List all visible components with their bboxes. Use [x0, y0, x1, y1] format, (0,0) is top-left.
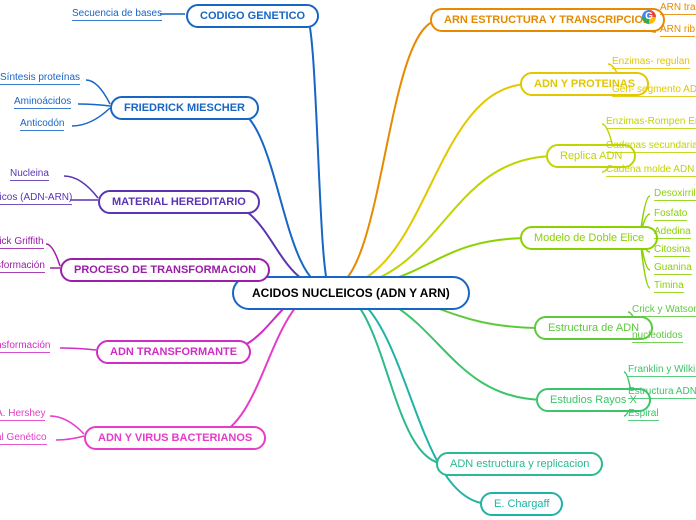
leaf: Fosfato — [654, 208, 687, 219]
leaf: Secuencia de bases — [72, 8, 162, 19]
leaf: Enzimas-Rompen Enlaces — [606, 116, 696, 127]
leaf: Nucleina — [10, 168, 49, 179]
leaf: Enzimas- regulan — [612, 56, 690, 67]
branch-codigo[interactable]: CODIGO GENETICO — [186, 4, 319, 28]
leaf: nucleotidos — [632, 330, 683, 341]
leaf: Cadena molde ADN polimerasa — [606, 164, 696, 175]
branch-arnest[interactable]: ARN ESTRUCTURA Y TRANSCRIPCION — [430, 8, 665, 32]
leaf: Citosina — [654, 244, 690, 255]
branch-miescher[interactable]: FRIEDRICK MIESCHER — [110, 96, 259, 120]
leaf: Anticodón — [20, 118, 64, 129]
leaf: Aminoácidos — [14, 96, 71, 107]
google-icon: G — [642, 10, 656, 24]
leaf: rick Griffith — [0, 236, 44, 247]
leaf: Síntesis proteínas — [0, 72, 80, 83]
leaf: Franklin y Wilkir — [628, 364, 696, 375]
leaf: al Genético — [0, 432, 47, 443]
branch-chargaff[interactable]: E. Chargaff — [480, 492, 563, 516]
branch-virus[interactable]: ADN Y VIRUS BACTERIANOS — [84, 426, 266, 450]
leaf: Crick y Watson — [632, 304, 696, 315]
leaf: ARN rib — [660, 24, 695, 35]
branch-material[interactable]: MATERIAL HEREDITARIO — [98, 190, 260, 214]
center-node[interactable]: ACIDOS NUCLEICOS (ADN Y ARN) — [232, 276, 470, 310]
branch-adntrans[interactable]: ADN TRANSFORMANTE — [96, 340, 251, 364]
leaf: Timina — [654, 280, 684, 291]
leaf: Gen- segmento ADN- sinteti — [612, 84, 696, 95]
leaf: eicos (ADN-ARN) — [0, 192, 72, 203]
leaf: Guanina — [654, 262, 692, 273]
branch-doble[interactable]: Modelo de Doble Elice — [520, 226, 658, 250]
leaf: Desoxirril — [654, 188, 696, 199]
leaf: Adedina — [654, 226, 691, 237]
leaf: Espiral — [628, 408, 659, 419]
leaf: A. Hershey — [0, 408, 45, 419]
leaf: sformación — [0, 260, 45, 271]
leaf: ARN tra — [660, 2, 696, 13]
leaf: nsformación — [0, 340, 50, 351]
branch-adnrep[interactable]: ADN estructura y replicacion — [436, 452, 603, 476]
branch-proceso[interactable]: PROCESO DE TRANSFORMACION — [60, 258, 270, 282]
leaf: Cadenas secundarias — [606, 140, 696, 151]
leaf: Estructura ADN — [628, 386, 696, 397]
